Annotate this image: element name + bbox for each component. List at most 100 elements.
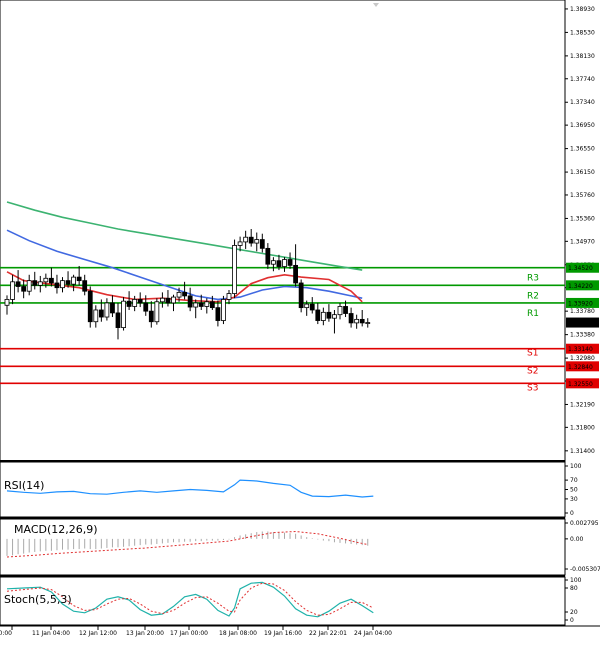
candle-bullish — [132, 299, 138, 307]
macd-y-tick-label: 0.00 — [570, 536, 584, 543]
candle-bearish — [137, 299, 143, 304]
price-y-tick-label: 1.38130 — [570, 53, 595, 60]
rsi-line — [6, 479, 374, 498]
candle-bullish — [159, 297, 165, 303]
moving-average-green — [6, 201, 363, 271]
candle-bearish — [15, 281, 21, 287]
price-y-tick-label: 1.32980 — [570, 355, 595, 362]
candle-bearish — [276, 260, 282, 267]
candle-bearish — [165, 297, 171, 304]
candle-bearish — [148, 310, 154, 323]
stoch-y-tick-label: 0 — [570, 617, 574, 624]
candle-bearish — [65, 280, 71, 285]
candle-bearish — [298, 282, 304, 309]
price-y-tick-label: 1.36150 — [570, 169, 595, 176]
level-price-tag-label: 1.32840 — [568, 364, 593, 371]
candle-bearish — [49, 277, 54, 284]
rsi-title: RSI(14) — [4, 479, 44, 492]
candle-bearish — [209, 301, 215, 309]
x-tick-label: 17 Jan 00:00 — [170, 630, 208, 637]
candle-bearish — [287, 259, 293, 266]
candle-bearish — [143, 302, 149, 312]
price-y-tick-label: 1.36550 — [570, 146, 595, 153]
current-price-tag — [566, 317, 599, 328]
candle-bearish — [215, 307, 221, 321]
macd-y-tick-label: 0.002795 — [570, 520, 599, 527]
candle-bearish — [265, 247, 271, 265]
candle-bullish — [304, 303, 310, 309]
level-price-tag-label: 1.32550 — [568, 381, 593, 388]
x-tick-label: 13 Jan 20:00 — [126, 630, 164, 637]
price-y-tick-label: 1.37340 — [570, 99, 595, 106]
candle-bullish — [226, 293, 232, 300]
candle-bearish — [182, 291, 188, 297]
current-price-label: 1.33586 — [568, 320, 593, 327]
level-price-tag-label: 1.33140 — [568, 346, 593, 353]
price-y-tick-label: 1.31800 — [570, 424, 595, 431]
candle-bearish — [32, 280, 38, 286]
candle-bullish — [154, 301, 160, 323]
level-price-tag-label: 1.34520 — [568, 265, 593, 272]
moving-average-blue — [6, 229, 363, 301]
candle-bullish — [232, 245, 237, 294]
candle-bullish — [365, 322, 371, 324]
candle-bullish — [221, 299, 226, 321]
candle-bullish — [43, 277, 49, 283]
candle-bullish — [270, 260, 276, 265]
candle-bullish — [176, 291, 182, 298]
price-y-tick-label: 1.31400 — [570, 448, 595, 455]
x-tick-label: 18 Jan 08:00 — [219, 630, 257, 637]
x-tick-label: 11 Jan 04:00 — [32, 630, 70, 637]
price-panel-frame — [0, 0, 566, 462]
stoch-y-tick-label: 100 — [570, 577, 582, 584]
level-name-s1: S1 — [527, 349, 538, 359]
x-tick-label: 20:00 — [0, 630, 12, 637]
rsi-y-tick-label: 70 — [570, 477, 578, 484]
candle-bearish — [54, 282, 60, 289]
level-price-tag-label: 1.33920 — [568, 300, 593, 307]
candle-bearish — [326, 311, 332, 319]
candle-bearish — [110, 302, 115, 314]
candle-bullish — [332, 314, 337, 319]
level-price-tag — [566, 378, 599, 389]
candle-bearish — [309, 303, 315, 311]
stoch-main-line — [6, 581, 374, 618]
candle-bearish — [248, 236, 254, 244]
stoch-signal-line — [6, 582, 374, 616]
x-tick-label: 19 Jan 16:00 — [264, 630, 302, 637]
level-price-tag — [566, 262, 599, 273]
level-name-s3: S3 — [527, 383, 538, 393]
level-name-r1: R1 — [527, 309, 539, 319]
macd-panel: 0.002795 0.00 -0.005307 — [6, 520, 600, 573]
price-y-tick-label: 1.35760 — [570, 192, 595, 199]
candle-bullish — [71, 276, 76, 285]
candle-bullish — [60, 280, 65, 289]
level-price-tag — [566, 361, 599, 372]
candle-bullish — [254, 239, 260, 244]
level-price-tag — [566, 343, 599, 354]
price-y-tick-label: 1.37740 — [570, 76, 595, 83]
level-price-tag — [566, 280, 599, 291]
price-y-tick-label: 1.33380 — [570, 332, 595, 339]
macd-signal-line — [6, 530, 368, 558]
macd-y-tick-label: -0.005307 — [570, 566, 600, 573]
candle-bearish — [315, 309, 321, 321]
price-y-tick-label: 1.32190 — [570, 401, 595, 408]
level-price-tag — [566, 297, 599, 308]
candle-bullish — [354, 318, 360, 324]
level-name-r2: R2 — [527, 291, 539, 301]
candle-bearish — [187, 295, 193, 308]
candle-bullish — [243, 236, 249, 243]
rsi-y-tick-label: 50 — [570, 487, 578, 494]
candle-bullish — [37, 281, 43, 286]
price-y-tick-label: 1.38530 — [570, 29, 595, 36]
candle-bearish — [198, 302, 204, 307]
candle-bullish — [204, 301, 210, 307]
level-price-tag-label: 1.34220 — [568, 283, 593, 290]
stoch-y-tick-label: 20 — [570, 609, 578, 616]
rsi-panel-frame — [0, 461, 566, 518]
candle-bearish — [115, 312, 121, 328]
candle-bullish — [26, 280, 32, 292]
price-y-tick-label: 1.33780 — [570, 308, 595, 315]
